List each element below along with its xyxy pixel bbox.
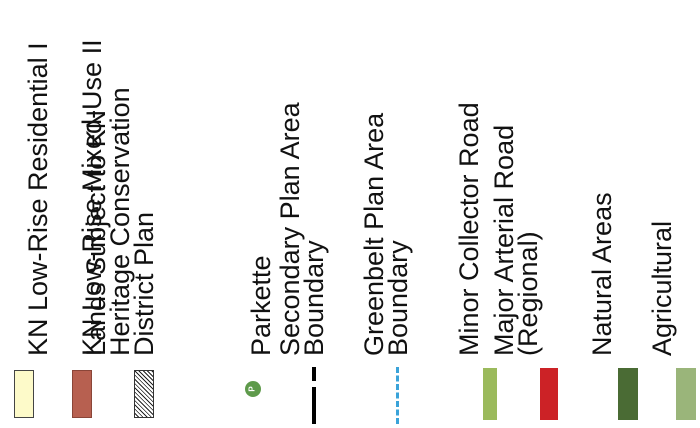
legend-label: Lands Subject to KN Heritage Conservatio… bbox=[81, 87, 159, 356]
legend-label: Parkette bbox=[246, 255, 276, 356]
natural-areas-swatch bbox=[618, 368, 638, 420]
greenbelt-line-symbol bbox=[396, 367, 399, 424]
parkette-symbol-text: P bbox=[248, 386, 257, 392]
heritage-hatch-swatch bbox=[134, 370, 154, 418]
legend-label: Secondary Plan Area Boundary bbox=[275, 102, 329, 356]
minor-collector-road-swatch bbox=[483, 368, 497, 420]
parkette-icon: P bbox=[245, 381, 261, 397]
legend-label: Greenbelt Plan Area Boundary bbox=[359, 112, 413, 356]
mixed-use-swatch bbox=[72, 370, 92, 418]
legend-label: KN Low-Rise Residential I bbox=[23, 42, 53, 356]
legend-label: Major Arterial Road (Regional) bbox=[489, 124, 543, 356]
legend-label: Minor Collector Road bbox=[454, 102, 484, 356]
secondary-plan-line-symbol bbox=[312, 367, 316, 424]
major-arterial-road-swatch bbox=[540, 368, 558, 420]
legend-label: Natural Areas bbox=[587, 192, 617, 356]
legend-label: Agricultural bbox=[647, 220, 677, 356]
residential-swatch bbox=[14, 370, 34, 418]
agricultural-swatch bbox=[676, 368, 696, 420]
